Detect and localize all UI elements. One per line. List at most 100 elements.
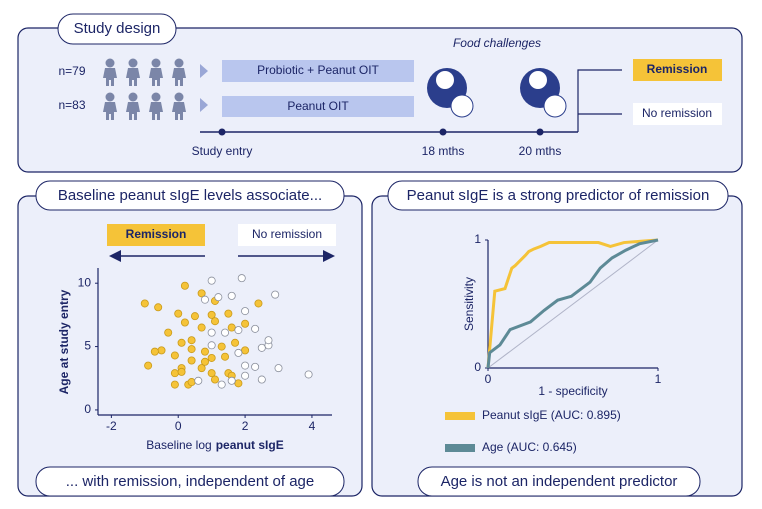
- roc-curve: [486, 238, 659, 369]
- legend-label: Peanut sIgE (AUC: 0.895): [482, 408, 621, 422]
- point: [197, 323, 206, 332]
- point: [237, 274, 246, 283]
- point: [241, 319, 250, 328]
- point: [241, 371, 250, 380]
- x-axis-label-part: peanut sIgE: [216, 438, 284, 452]
- legend-swatch: [445, 444, 475, 452]
- point: [170, 380, 179, 389]
- point: [227, 291, 236, 300]
- panel-title: Baseline peanut sIgE levels associate...: [58, 187, 322, 204]
- point: [274, 364, 283, 373]
- pill: [35, 180, 345, 211]
- y-tick-label: 5: [84, 339, 91, 353]
- timepoint: [439, 128, 447, 136]
- point: [150, 347, 159, 356]
- timepoint: [218, 128, 226, 136]
- point: [241, 361, 250, 370]
- outcome-box: [633, 59, 722, 81]
- point: [234, 348, 243, 357]
- point: [207, 341, 216, 350]
- point: [271, 290, 280, 299]
- point: [221, 328, 230, 337]
- legend-box: [238, 224, 336, 246]
- point: [227, 323, 236, 332]
- point: [234, 379, 243, 388]
- point: [241, 307, 250, 316]
- x-axis-label: 1 - specificity: [538, 384, 607, 398]
- point: [257, 343, 266, 352]
- y-tick-label: 1: [474, 232, 481, 246]
- point: [190, 312, 199, 321]
- arm-bar: [222, 96, 414, 117]
- point: [257, 375, 266, 384]
- point: [197, 289, 206, 298]
- timepoint: [536, 128, 544, 136]
- point: [187, 356, 196, 365]
- legend-label: Age (AUC: 0.645): [482, 440, 577, 454]
- pill: [35, 466, 345, 497]
- x-tick-label: 0: [485, 372, 492, 386]
- point: [140, 299, 149, 308]
- label: Food challenges: [453, 36, 541, 50]
- x-tick-label: -2: [106, 419, 117, 433]
- outcome: No remission: [642, 106, 712, 120]
- point: [144, 361, 153, 370]
- pill: [417, 466, 701, 497]
- point: [197, 364, 206, 373]
- point: [174, 309, 183, 318]
- child-icon: [427, 68, 567, 118]
- arrow: [200, 64, 208, 112]
- point: [207, 310, 216, 319]
- point: [187, 378, 196, 387]
- point: [264, 336, 273, 345]
- outcome: Remission: [647, 62, 708, 76]
- timeline-label: 20 mths: [519, 144, 562, 158]
- timeline-label: 18 mths: [422, 144, 465, 158]
- panel-footer: Age is not an independent predictor: [441, 473, 678, 490]
- point: [180, 281, 189, 290]
- x-tick-label: 1: [655, 372, 662, 386]
- y-axis-label: Age at study entry: [57, 289, 71, 394]
- arm-label: Peanut OIT: [287, 99, 349, 113]
- point: [177, 367, 186, 376]
- point: [187, 345, 196, 354]
- point: [251, 362, 260, 371]
- x-axis-label: Baseline log peanut sIgE: [146, 438, 283, 452]
- roc-curve: [486, 238, 659, 369]
- x-tick-label: 2: [242, 419, 249, 433]
- point: [207, 369, 216, 378]
- point: [207, 328, 216, 337]
- point: [217, 342, 226, 351]
- point: [217, 380, 226, 389]
- outcome-box: [633, 103, 722, 125]
- point: [227, 376, 236, 385]
- point: [210, 317, 219, 326]
- point: [207, 353, 216, 362]
- panel-title: Study design: [74, 20, 161, 37]
- point: [180, 318, 189, 327]
- point: [241, 346, 250, 355]
- point: [187, 336, 196, 345]
- y-tick-label: 10: [78, 275, 92, 289]
- point: [304, 370, 313, 379]
- pill: [387, 180, 729, 211]
- timeline-label: Study entry: [192, 144, 253, 158]
- point: [200, 357, 209, 366]
- y-tick-label: 0: [84, 402, 91, 416]
- bracket: [577, 69, 622, 132]
- point: [157, 346, 166, 355]
- point: [224, 309, 233, 318]
- arm-label: Probiotic + Peanut OIT: [257, 63, 379, 77]
- point: [200, 347, 209, 356]
- point: [170, 369, 179, 378]
- legend-box: [107, 224, 205, 246]
- legend-label: Remission: [126, 227, 187, 241]
- point: [164, 328, 173, 337]
- group-n: n=79: [58, 64, 85, 78]
- x-tick-label: 0: [175, 419, 182, 433]
- panel-title: Peanut sIgE is a strong predictor of rem…: [407, 187, 710, 204]
- point: [200, 295, 209, 304]
- x-tick-label: 4: [309, 419, 316, 433]
- pill: [57, 13, 177, 45]
